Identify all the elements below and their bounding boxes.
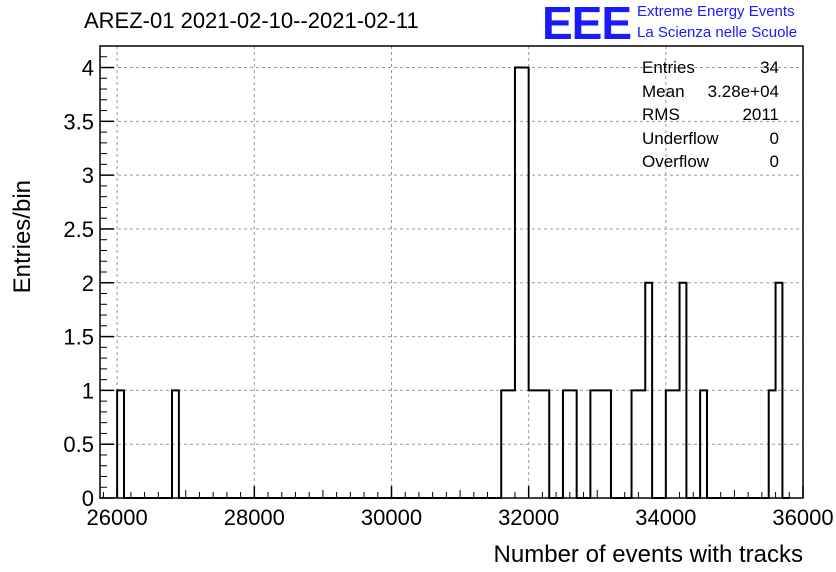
x-tick-label: 28000 (224, 505, 285, 530)
y-tick-label: 4 (82, 56, 94, 81)
stat-value: 2011 (742, 105, 779, 124)
y-tick-label: 0 (82, 486, 94, 511)
x-tick-label: 34000 (635, 505, 696, 530)
y-tick-label: 3.5 (63, 109, 94, 134)
y-tick-label: 0.5 (63, 432, 94, 457)
stat-label: Underflow (642, 128, 719, 148)
stat-row-underflow: Underflow 0 (637, 129, 779, 153)
stat-label: Entries (642, 58, 695, 77)
stat-row-overflow: Overflow 0 (637, 152, 779, 176)
y-tick-label: 3 (82, 163, 94, 188)
logo-line-2: La Scienza nelle Scuole (637, 24, 798, 41)
stat-label: RMS (642, 105, 680, 124)
x-tick-label: 26000 (87, 505, 148, 530)
tick-labels: 26000 28000 30000 32000 34000 36000 0 0.5 1 1.5 2 2… (63, 56, 833, 530)
x-axis-label: Number of events with tracks (494, 541, 803, 568)
stat-row-entries: Entries 34 (637, 58, 779, 82)
stat-value: 0 (769, 152, 779, 171)
x-tick-label: 32000 (498, 505, 559, 530)
chart-title: AREZ-01 2021-02-10--2021-02-11 (84, 8, 419, 33)
stat-row-mean: Mean 3.28e+04 (637, 82, 779, 106)
stat-value: 3.28e+04 (707, 81, 779, 101)
y-tick-label: 2 (82, 271, 94, 296)
eee-logo: EEE (542, 0, 632, 49)
stat-label: Overflow (642, 152, 710, 171)
axis-ticks (100, 56, 804, 499)
stat-label: Mean (642, 81, 685, 101)
y-tick-label: 1.5 (63, 325, 94, 350)
stats-box: Entries 34 Mean 3.28e+04 RMS 2011 Underf… (637, 58, 779, 176)
y-tick-label: 1 (82, 378, 94, 403)
stat-value: 0 (769, 128, 779, 148)
logo-line-1: Extreme Energy Events (637, 3, 795, 20)
x-tick-label: 30000 (361, 505, 422, 530)
y-tick-label: 2.5 (63, 217, 94, 242)
stat-value: 34 (760, 58, 779, 77)
x-tick-label: 36000 (772, 505, 833, 530)
stat-row-rms: RMS 2011 (637, 105, 779, 129)
y-axis-label: Entries/bin (9, 180, 36, 293)
